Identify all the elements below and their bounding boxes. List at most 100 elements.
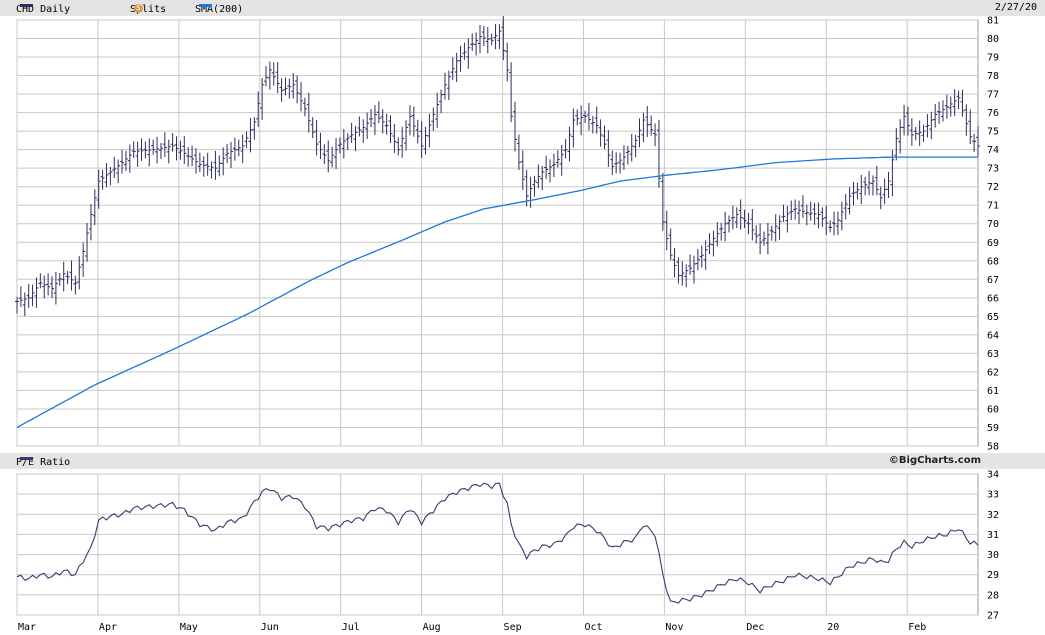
ohlc-bar xyxy=(715,221,720,247)
ohlc-bar xyxy=(481,25,486,47)
ohlc-bar xyxy=(291,73,296,99)
ohlc-bar xyxy=(956,90,961,110)
ohlc-bar xyxy=(820,207,825,227)
ohlc-bar xyxy=(442,72,447,100)
pe-plot-frame xyxy=(16,473,979,616)
price-y-tick-label: 78 xyxy=(987,71,999,82)
ohlc-bar xyxy=(773,214,778,242)
ohlc-bar xyxy=(193,148,198,174)
ohlc-bar xyxy=(256,91,261,127)
ohlc-bar xyxy=(396,137,401,156)
ohlc-bar xyxy=(248,117,253,153)
ohlc-bar xyxy=(800,195,805,219)
ohlc-bar xyxy=(516,134,521,170)
ohlc-bar xyxy=(691,255,696,284)
ohlc-bar xyxy=(886,171,891,199)
ohlc-bar xyxy=(435,92,440,128)
ohlc-bar xyxy=(968,109,973,145)
ohlc-bar xyxy=(427,113,432,148)
ohlc-bar xyxy=(143,141,148,159)
ohlc-bar xyxy=(734,207,739,228)
ohlc-bar xyxy=(201,156,206,177)
ohlc-bar xyxy=(742,209,747,228)
ohlc-bar xyxy=(793,199,798,220)
ohlc-bar xyxy=(812,202,817,225)
ohlc-bar xyxy=(551,153,556,178)
ohlc-bar xyxy=(423,126,428,155)
price-y-tick-label: 63 xyxy=(987,349,999,360)
ohlc-bar xyxy=(236,139,241,157)
price-y-tick-label: 69 xyxy=(987,238,999,249)
price-y-tick-label: 65 xyxy=(987,312,999,323)
x-tick-label: Dec xyxy=(746,622,764,633)
ohlc-bar xyxy=(921,124,926,142)
ohlc-bar xyxy=(388,115,393,144)
sma-label: SMA(200) xyxy=(195,4,244,15)
ohlc-bar xyxy=(42,275,47,299)
ohlc-bar xyxy=(186,147,191,167)
ohlc-bar xyxy=(509,62,514,123)
ohlc-bar xyxy=(209,161,214,179)
ohlc-bar xyxy=(972,133,977,152)
ohlc-bar xyxy=(940,100,945,122)
ohlc-bar xyxy=(520,150,525,190)
ohlc-bar xyxy=(310,117,315,139)
ohlc-bar xyxy=(314,120,319,156)
ohlc-bar xyxy=(217,155,222,177)
price-y-tick-label: 80 xyxy=(987,34,999,45)
ohlc-bar xyxy=(318,132,323,160)
ohlc-bar xyxy=(711,230,716,257)
ohlc-bar xyxy=(439,89,444,114)
ohlc-bar xyxy=(287,78,292,99)
ohlc-bar xyxy=(672,247,677,278)
ohlc-bar xyxy=(929,111,934,140)
ohlc-bar xyxy=(85,222,90,262)
ohlc-bar xyxy=(104,163,109,188)
ohlc-bar xyxy=(505,42,510,82)
ohlc-bar xyxy=(676,257,681,284)
ohlc-bar xyxy=(392,124,397,153)
ohlc-bar xyxy=(699,245,704,268)
ohlc-bar xyxy=(252,117,257,140)
brand-logo: ©BigCharts.com xyxy=(888,455,981,466)
ohlc-bar xyxy=(559,144,564,176)
price-y-tick-label: 64 xyxy=(987,330,999,341)
ohlc-bar xyxy=(139,138,144,161)
x-tick-label: Jun xyxy=(261,622,279,633)
ohlc-bar xyxy=(898,119,903,154)
ohlc-bar xyxy=(415,119,420,144)
ohlc-bar xyxy=(155,136,160,164)
pe-y-tick-label: 31 xyxy=(987,530,999,541)
ohlc-bar xyxy=(108,166,113,186)
ohlc-bar xyxy=(493,23,498,50)
ohlc-bar xyxy=(738,199,743,230)
ohlc-bar xyxy=(384,113,389,135)
ohlc-bar xyxy=(513,101,518,152)
ohlc-bar xyxy=(18,286,23,307)
ohlc-bar xyxy=(127,144,132,173)
ohlc-bar xyxy=(178,140,183,160)
ohlc-bar xyxy=(69,260,74,291)
ohlc-bar xyxy=(205,152,210,176)
ohlc-bar xyxy=(302,97,307,117)
x-tick-label: Nov xyxy=(665,622,683,633)
ohlc-bar xyxy=(781,204,786,223)
ohlc-bar xyxy=(474,32,479,56)
ohlc-bar xyxy=(450,57,455,81)
ohlc-bar xyxy=(828,220,833,233)
ohlc-bar xyxy=(808,201,813,221)
ohlc-bar xyxy=(365,112,370,139)
ohlc-bar xyxy=(88,204,93,241)
ohlc-bar xyxy=(948,96,953,117)
ohlc-bar xyxy=(470,33,475,51)
ohlc-bar xyxy=(334,138,339,170)
ohlc-bar xyxy=(182,136,187,164)
ohlc-bar xyxy=(723,211,728,242)
ohlc-bar xyxy=(797,200,802,225)
splits-label: Splits xyxy=(130,4,167,15)
pe-swatch-icon xyxy=(20,457,33,460)
ohlc-bar xyxy=(874,165,879,196)
ohlc-bar xyxy=(707,233,712,255)
ohlc-bar xyxy=(497,24,502,50)
ohlc-bar xyxy=(684,264,689,288)
